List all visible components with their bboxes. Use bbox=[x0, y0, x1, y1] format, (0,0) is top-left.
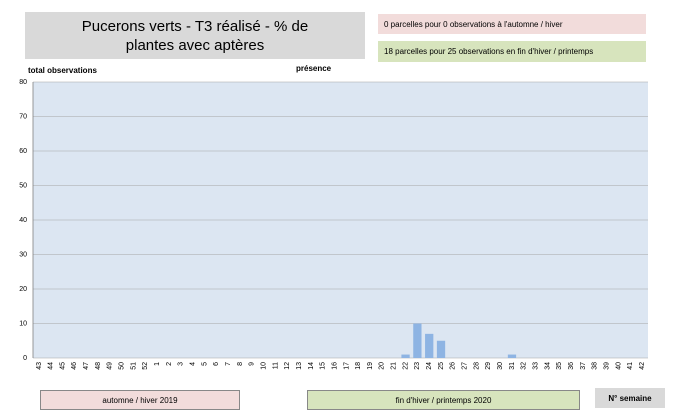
annotation: 18 parcelles pour 25 observations en fin… bbox=[378, 41, 646, 62]
x-tick-label: 19 bbox=[367, 362, 374, 370]
x-tick-label: 43 bbox=[36, 362, 43, 370]
x-tick-label: 7 bbox=[225, 362, 232, 366]
x-tick-label: 35 bbox=[556, 362, 563, 370]
annotation: 0 parcelles pour 0 observations à l'auto… bbox=[378, 14, 646, 34]
y-axis-label: total observations bbox=[28, 65, 97, 75]
x-tick-label: 1 bbox=[154, 362, 161, 366]
x-tick-label: 15 bbox=[320, 362, 327, 370]
y-tick-label: 0 bbox=[23, 355, 27, 362]
x-tick-label: 32 bbox=[521, 362, 528, 370]
x-tick-label: 20 bbox=[379, 362, 386, 370]
x-tick-label: 44 bbox=[48, 362, 55, 370]
bar bbox=[413, 323, 422, 358]
x-tick-label: 34 bbox=[544, 362, 551, 370]
x-tick-label: 28 bbox=[473, 362, 480, 370]
x-tick-label: 8 bbox=[237, 362, 244, 366]
y-tick-label: 30 bbox=[19, 251, 27, 258]
x-tick-label: 12 bbox=[284, 362, 291, 370]
x-tick-label: 52 bbox=[142, 362, 149, 370]
x-tick-label: 39 bbox=[603, 362, 610, 370]
x-tick-label: 30 bbox=[497, 362, 504, 370]
x-tick-label: 16 bbox=[331, 362, 338, 370]
x-tick-label: 17 bbox=[343, 362, 350, 370]
x-tick-label: 26 bbox=[450, 362, 457, 370]
x-tick-label: 18 bbox=[355, 362, 362, 370]
x-tick-label: 27 bbox=[462, 362, 469, 370]
x-tick-label: 6 bbox=[213, 362, 220, 366]
x-tick-label: 37 bbox=[580, 362, 587, 370]
x-tick-label: 25 bbox=[438, 362, 445, 370]
x-tick-label: 51 bbox=[130, 362, 137, 370]
x-tick-label: 50 bbox=[119, 362, 126, 370]
bar bbox=[436, 340, 446, 358]
x-tick-label: 10 bbox=[260, 362, 267, 370]
period-label: fin d'hiver / printemps 2020 bbox=[307, 390, 580, 410]
x-tick-label: 14 bbox=[308, 362, 315, 370]
x-axis-label: N° semaine bbox=[595, 388, 665, 408]
x-tick-label: 48 bbox=[95, 362, 102, 370]
x-tick-label: 5 bbox=[201, 362, 208, 366]
y-tick-label: 70 bbox=[19, 113, 27, 120]
x-tick-label: 13 bbox=[296, 362, 303, 370]
x-tick-label: 40 bbox=[615, 362, 622, 370]
x-tick-label: 21 bbox=[391, 362, 398, 370]
chart-title: Pucerons verts - T3 réalisé - % de plant… bbox=[25, 12, 365, 59]
y-tick-label: 20 bbox=[19, 286, 27, 293]
y-tick-label: 80 bbox=[19, 79, 27, 86]
subtitle: présence bbox=[296, 63, 332, 73]
x-tick-label: 29 bbox=[485, 362, 492, 370]
bar bbox=[425, 333, 434, 358]
y-tick-label: 40 bbox=[19, 217, 27, 224]
x-tick-label: 33 bbox=[532, 362, 539, 370]
x-tick-label: 2 bbox=[166, 362, 173, 366]
x-tick-label: 31 bbox=[509, 362, 516, 370]
x-tick-label: 24 bbox=[426, 362, 433, 370]
x-tick-label: 11 bbox=[272, 362, 279, 369]
x-tick-label: 46 bbox=[71, 362, 78, 370]
x-tick-label: 47 bbox=[83, 362, 90, 370]
x-tick-label: 41 bbox=[627, 362, 634, 370]
x-tick-label: 38 bbox=[592, 362, 599, 370]
y-tick-label: 50 bbox=[19, 182, 27, 189]
x-tick-label: 42 bbox=[639, 362, 646, 370]
period-label: automne / hiver 2019 bbox=[40, 390, 240, 410]
x-tick-label: 49 bbox=[107, 362, 114, 370]
y-tick-label: 60 bbox=[19, 148, 27, 155]
x-tick-label: 45 bbox=[59, 362, 66, 370]
x-tick-label: 36 bbox=[568, 362, 575, 370]
x-tick-label: 9 bbox=[249, 362, 256, 366]
bar bbox=[507, 354, 517, 358]
x-tick-label: 23 bbox=[414, 362, 421, 370]
x-tick-label: 4 bbox=[190, 362, 197, 366]
y-tick-label: 10 bbox=[19, 320, 27, 327]
x-tick-label: 3 bbox=[178, 362, 185, 366]
x-tick-label: 22 bbox=[402, 362, 409, 370]
bar bbox=[401, 354, 410, 358]
